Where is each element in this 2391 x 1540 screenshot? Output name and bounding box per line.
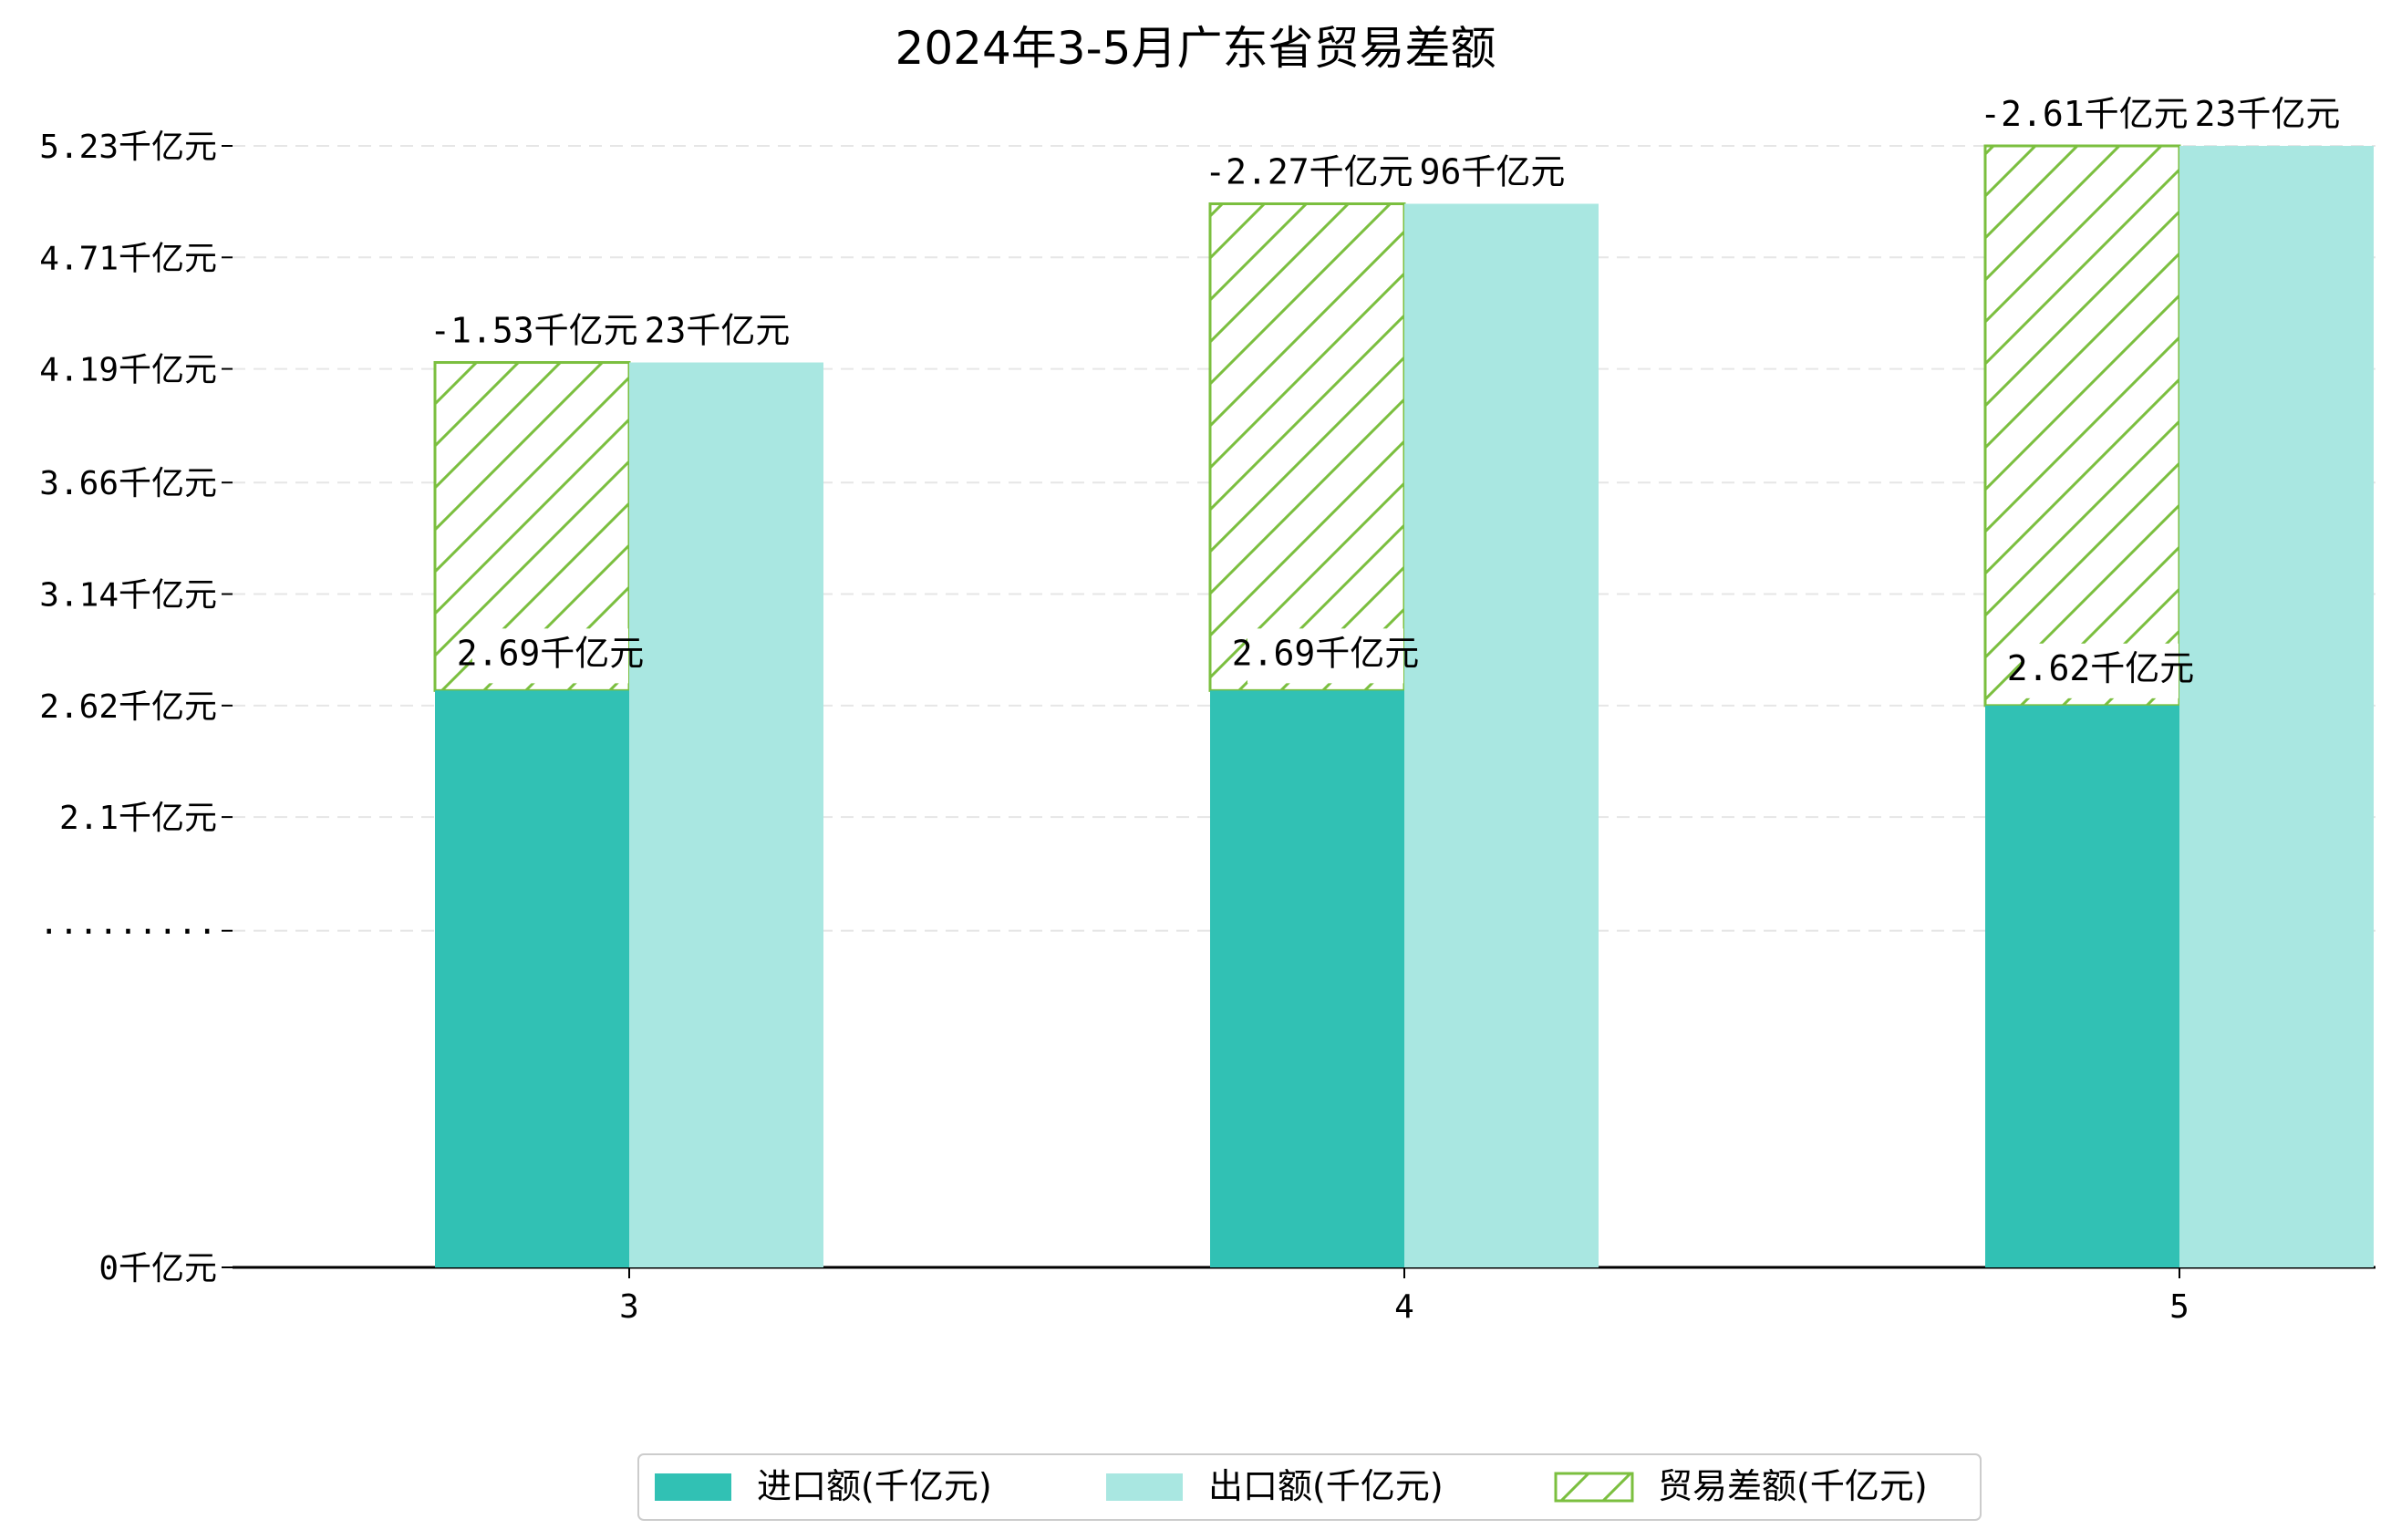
data-label-bg xyxy=(472,628,628,684)
data-label-bg xyxy=(1221,147,1397,202)
legend-swatch xyxy=(1554,1472,1634,1503)
y-tick-label: 5.23千亿元 xyxy=(39,129,217,166)
data-label: -1.53千亿元 xyxy=(430,311,637,351)
bar-import xyxy=(1210,690,1404,1267)
bar-export xyxy=(2179,146,2374,1267)
x-tick-label: 4 xyxy=(1394,1288,1414,1326)
data-label: 2.69千亿元 xyxy=(457,633,645,673)
data-label-export: 96千亿元 xyxy=(1420,147,1566,202)
y-tick-label: ········· xyxy=(39,914,217,951)
data-label: -2.61千亿元 xyxy=(1980,94,2188,134)
data-label-import: 2.69千亿元 xyxy=(1232,628,1420,684)
y-tick-label: 4.71千亿元 xyxy=(39,240,217,277)
data-label: 23千亿元 xyxy=(2195,94,2341,134)
bar-import xyxy=(435,690,629,1267)
y-tick-label: 3.14千亿元 xyxy=(39,577,217,615)
data-label-balance: -1.53千亿元 xyxy=(430,305,638,361)
data-label: 96千亿元 xyxy=(1420,151,1566,191)
legend-swatch xyxy=(655,1473,731,1501)
x-axis: 3 4 5 xyxy=(233,1266,2375,1326)
data-label-import: 2.62千亿元 xyxy=(2007,643,2195,698)
data-label-bg xyxy=(446,305,622,361)
legend-label: 出口额(千亿元) xyxy=(1208,1466,1444,1506)
y-tick-label: 3.66千亿元 xyxy=(39,465,217,502)
data-label: 2.62千亿元 xyxy=(2007,648,2195,688)
data-label: -2.27千亿元 xyxy=(1205,151,1413,191)
data-label-bg xyxy=(658,305,776,361)
data-label-bg xyxy=(1434,147,1551,202)
y-tick-label: 2.1千亿元 xyxy=(59,800,217,837)
y-tick-label: 2.62千亿元 xyxy=(39,688,217,726)
x-tick-label: 5 xyxy=(2169,1288,2189,1326)
legend-label: 贸易差额(千亿元) xyxy=(1658,1466,1928,1506)
data-label-balance: -2.61千亿元 xyxy=(1980,89,2189,144)
legend-swatch xyxy=(1106,1473,1183,1501)
y-tick-label: 0千亿元 xyxy=(98,1250,217,1287)
data-label: 2.69千亿元 xyxy=(1232,633,1420,673)
bar-balance xyxy=(1983,144,2181,708)
data-label-bg xyxy=(2023,643,2179,698)
legend-label: 进口额(千亿元) xyxy=(757,1466,992,1506)
legend: 进口额(千亿元) 出口额(千亿元) 贸易差额(千亿元) xyxy=(637,1453,1982,1521)
data-label-bg xyxy=(2209,89,2326,144)
data-label-export: 23千亿元 xyxy=(645,305,791,361)
data-labels: 2.69千亿元23千亿元-1.53千亿元2.69千亿元96千亿元-2.27千亿元… xyxy=(430,89,2340,698)
data-label-balance: -2.27千亿元 xyxy=(1205,147,1413,202)
bar-balance xyxy=(1208,202,1406,692)
y-axis: 0千亿元 ········· 2.1千亿元 2.62千亿元 3.14千亿元 3.66千亿元… xyxy=(39,129,233,1287)
legend-frame xyxy=(637,1453,1982,1521)
data-label: 23千亿元 xyxy=(645,311,791,351)
data-label-bg xyxy=(1996,89,2172,144)
data-label-bg xyxy=(1247,628,1403,684)
bar-import xyxy=(1985,705,2179,1267)
data-label-import: 2.69千亿元 xyxy=(457,628,645,684)
data-label-export: 23千亿元 xyxy=(2195,89,2341,144)
bar-export xyxy=(1404,203,1599,1268)
x-tick-label: 3 xyxy=(619,1288,639,1326)
chart-title: 2024年3-5月广东省贸易差额 xyxy=(895,22,1496,75)
y-tick-label: 4.19千亿元 xyxy=(39,352,217,389)
bar-export xyxy=(629,362,823,1267)
